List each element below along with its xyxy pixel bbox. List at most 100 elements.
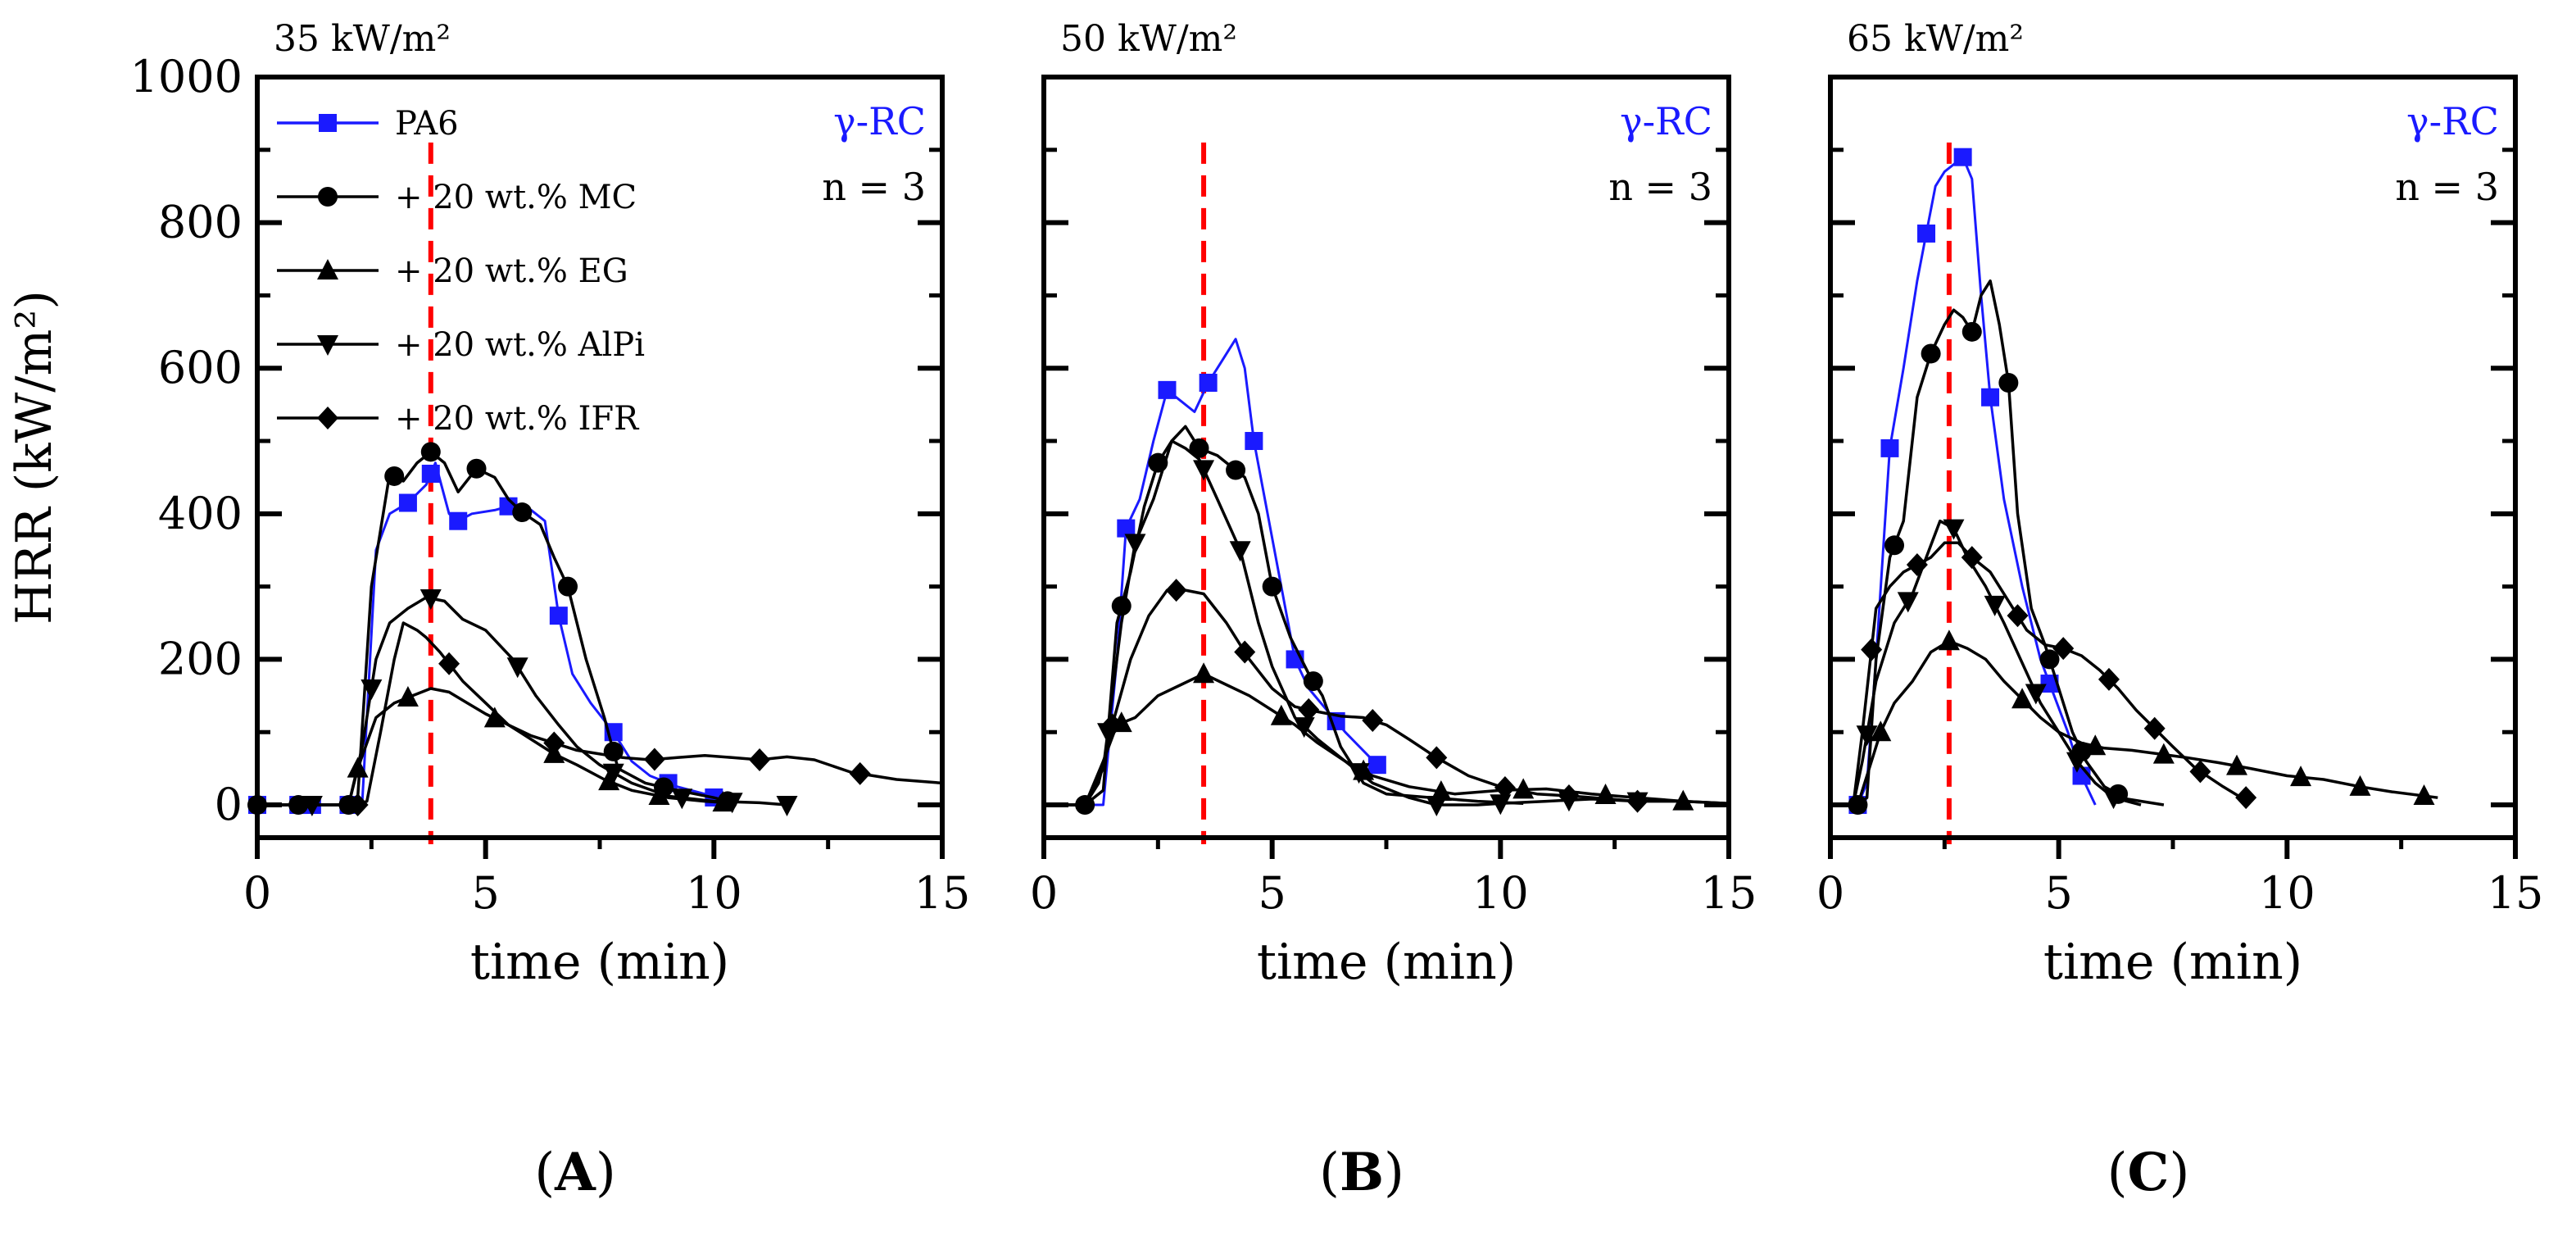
x-tick-label: 10 — [1472, 867, 1529, 919]
legend: PA6 + 20 wt.% MC + 20 wt.% EG + 20 wt.% AlP… — [277, 105, 645, 438]
series-line — [1044, 588, 1730, 807]
data-point — [1626, 789, 1649, 813]
data-point — [1870, 720, 1892, 742]
data-point — [648, 784, 670, 805]
data-point — [643, 748, 665, 771]
data-point — [549, 607, 568, 625]
data-point — [1426, 746, 1448, 770]
panel-letter: (B) — [1319, 1142, 1404, 1203]
data-point — [2413, 784, 2435, 806]
series-line — [257, 596, 787, 807]
series-line — [1830, 279, 2165, 807]
series-20-wt-ifr — [1830, 541, 2257, 810]
x-tick-label: 5 — [1258, 867, 1286, 919]
series-line — [1044, 672, 1730, 807]
legend-label: + 20 wt.% EG — [395, 252, 628, 290]
annotation-rc: γ-RC — [833, 99, 926, 143]
data-point — [1961, 321, 1982, 342]
data-point — [361, 679, 383, 700]
data-point — [1193, 460, 1215, 481]
legend-marker — [319, 114, 337, 132]
annotation-n: n = 3 — [1608, 165, 1712, 209]
legend-marker — [317, 407, 338, 429]
series-20-wt-alpi — [1044, 439, 1649, 817]
x-tick-label: 10 — [686, 867, 742, 919]
data-point — [420, 442, 441, 462]
y-tick-label: 400 — [158, 488, 243, 539]
legend-marker — [317, 259, 338, 279]
data-point — [2011, 688, 2034, 709]
panel-letter: (A) — [534, 1142, 616, 1203]
data-point — [2084, 734, 2107, 756]
data-point — [749, 748, 771, 771]
data-point — [384, 466, 405, 486]
data-point — [1229, 541, 1251, 562]
series-20-wt-ifr — [257, 621, 943, 817]
data-point — [1558, 784, 1580, 808]
data-point — [671, 788, 693, 810]
data-point — [1426, 796, 1448, 817]
data-point — [1298, 698, 1320, 721]
data-point — [1293, 717, 1315, 738]
x-tick-label: 15 — [1701, 867, 1757, 919]
panel-title: 65 kW/m² — [1847, 18, 2024, 60]
data-point — [776, 796, 798, 817]
data-point — [1199, 373, 1218, 392]
data-point — [1117, 519, 1136, 538]
series-20-wt-eg — [1830, 629, 2438, 807]
legend-label: PA6 — [395, 105, 459, 143]
data-point — [347, 793, 369, 817]
y-tick-label: 600 — [158, 342, 243, 393]
y-tick-label: 0 — [215, 779, 243, 830]
x-tick-label: 0 — [1030, 867, 1058, 919]
data-point — [1165, 579, 1187, 602]
data-point — [1880, 439, 1899, 457]
x-tick-label: 0 — [243, 867, 271, 919]
data-point — [2226, 754, 2248, 775]
series-line — [257, 461, 728, 807]
data-point — [438, 652, 460, 675]
data-point — [2040, 675, 2059, 693]
data-point — [1981, 388, 2000, 407]
data-point — [1270, 704, 1292, 725]
data-point — [1158, 380, 1177, 399]
data-point — [849, 761, 871, 785]
x-axis-label: time (min) — [1257, 934, 1516, 991]
y-tick-label: 1000 — [130, 51, 243, 102]
chart-panel-b: 50 kW/m² 0 5 10 15 time (min) γ-RC n = 3 (B) — [1030, 18, 1757, 1203]
data-point — [1348, 763, 1370, 784]
annotation-n: n = 3 — [822, 165, 926, 209]
series-line — [1044, 439, 1638, 807]
data-point — [421, 464, 440, 483]
data-point — [2290, 766, 2312, 787]
x-axis-label: time (min) — [2043, 934, 2302, 991]
panel-title: 35 kW/m² — [274, 18, 451, 60]
data-point — [2052, 637, 2075, 661]
data-point — [1234, 640, 1256, 664]
data-point — [1245, 432, 1263, 451]
data-point — [602, 763, 624, 784]
data-point — [1861, 638, 1883, 661]
data-point — [1189, 438, 1209, 458]
data-point — [1943, 519, 1965, 540]
data-point — [1897, 592, 1919, 613]
x-tick-label: 15 — [914, 867, 971, 919]
data-point — [420, 589, 442, 611]
x-tick-label: 5 — [471, 867, 499, 919]
data-point — [2025, 684, 2047, 705]
y-tick-label: 800 — [158, 197, 243, 248]
series-line — [1044, 425, 1524, 807]
data-point — [397, 686, 419, 707]
data-point — [2098, 667, 2120, 691]
data-point — [512, 502, 533, 523]
series-20-wt-mc — [1830, 279, 2165, 816]
data-point — [1193, 662, 1215, 684]
annotation-rc: γ-RC — [2406, 99, 2499, 143]
data-point — [1984, 595, 2006, 616]
data-point — [557, 576, 578, 597]
data-point — [1961, 546, 1983, 570]
data-point — [483, 707, 506, 728]
series-20-wt-alpi — [257, 589, 798, 817]
data-point — [1262, 576, 1282, 597]
data-point — [1906, 552, 1928, 576]
